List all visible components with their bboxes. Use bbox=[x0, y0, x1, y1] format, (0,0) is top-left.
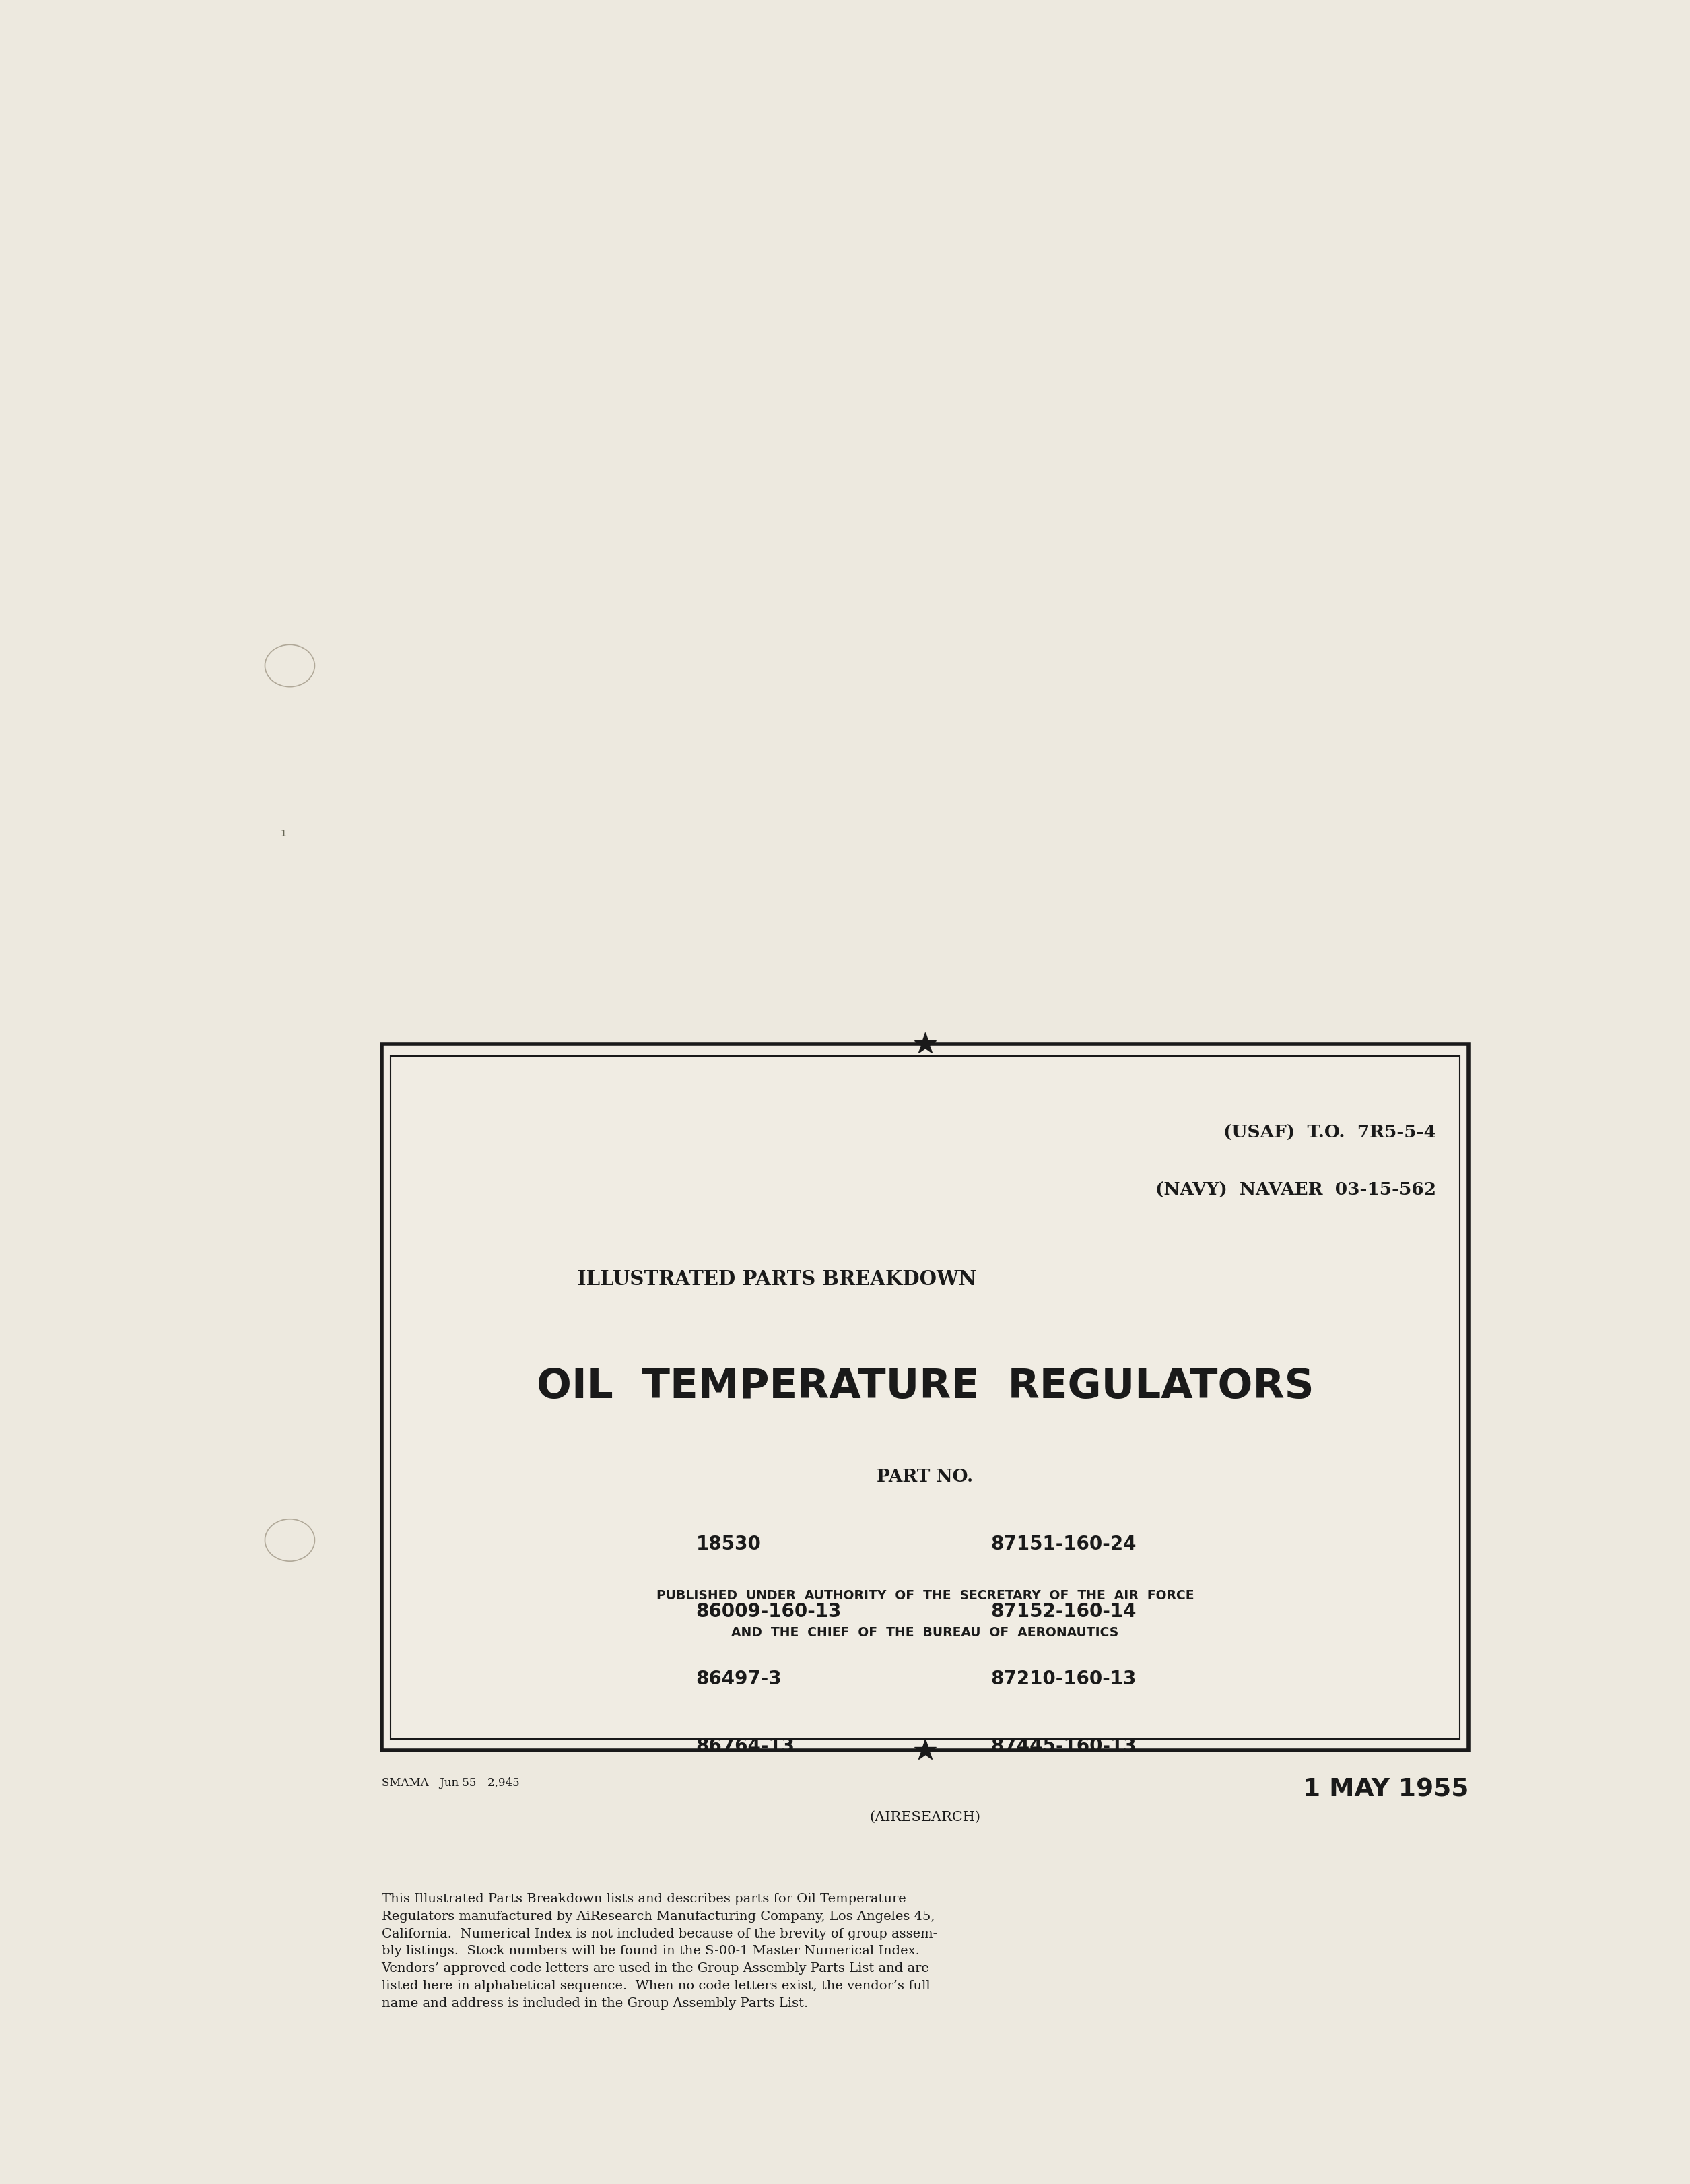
Text: OIL  TEMPERATURE  REGULATORS: OIL TEMPERATURE REGULATORS bbox=[536, 1367, 1313, 1406]
Text: ILLUSTRATED PARTS BREAKDOWN: ILLUSTRATED PARTS BREAKDOWN bbox=[578, 1269, 977, 1289]
Text: 87151-160-24: 87151-160-24 bbox=[990, 1535, 1136, 1555]
Bar bbox=[382, 1044, 1469, 1749]
Text: (USAF)  T.O.  7R5-5-4: (USAF) T.O. 7R5-5-4 bbox=[1224, 1125, 1436, 1142]
Text: SMAMA—Jun 55—2,945: SMAMA—Jun 55—2,945 bbox=[382, 1778, 519, 1789]
Bar bbox=[382, 1044, 1469, 1749]
Text: PUBLISHED  UNDER  AUTHORITY  OF  THE  SECRETARY  OF  THE  AIR  FORCE: PUBLISHED UNDER AUTHORITY OF THE SECRETA… bbox=[656, 1590, 1193, 1603]
Text: PART NO.: PART NO. bbox=[877, 1468, 973, 1485]
Text: 87152-160-14: 87152-160-14 bbox=[990, 1603, 1136, 1621]
Text: 1: 1 bbox=[281, 830, 286, 839]
Text: 86497-3: 86497-3 bbox=[696, 1669, 782, 1688]
Text: 86009-160-13: 86009-160-13 bbox=[696, 1603, 842, 1621]
Bar bbox=[390, 1055, 1460, 1738]
Text: (NAVY)  NAVAER  03-15-562: (NAVY) NAVAER 03-15-562 bbox=[1154, 1182, 1436, 1199]
Text: AND  THE  CHIEF  OF  THE  BUREAU  OF  AERONAUTICS: AND THE CHIEF OF THE BUREAU OF AERONAUTI… bbox=[732, 1627, 1119, 1640]
Text: (AIRESEARCH): (AIRESEARCH) bbox=[870, 1811, 980, 1824]
Text: 87210-160-13: 87210-160-13 bbox=[990, 1669, 1136, 1688]
Text: 1 MAY 1955: 1 MAY 1955 bbox=[1303, 1778, 1469, 1802]
Text: 87445-160-13: 87445-160-13 bbox=[990, 1736, 1136, 1756]
Text: This Illustrated Parts Breakdown lists and describes parts for Oil Temperature
R: This Illustrated Parts Breakdown lists a… bbox=[382, 1894, 938, 2009]
Text: 18530: 18530 bbox=[696, 1535, 760, 1555]
Text: 86764-13: 86764-13 bbox=[696, 1736, 794, 1756]
